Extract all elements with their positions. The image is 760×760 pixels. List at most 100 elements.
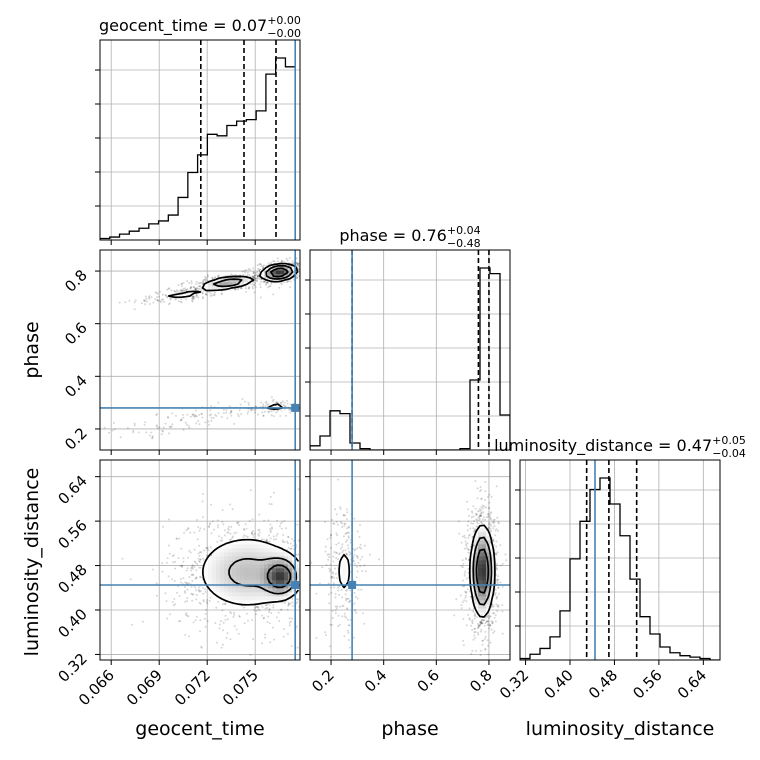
panel-phase-vs-geocent-time-sample-point — [167, 287, 170, 290]
panel-luminosity-distance-vs-phase-sample-point — [480, 622, 483, 625]
panel-luminosity-distance-vs-phase-density-cell — [342, 556, 347, 561]
panel-luminosity-distance-vs-phase-density-cell — [490, 584, 495, 589]
panel-phase-vs-geocent-time-sample-point — [161, 298, 164, 301]
panel-phase-vs-geocent-time-sample-point — [229, 412, 232, 415]
panel-luminosity-distance-vs-phase-sample-point — [479, 490, 481, 493]
panel-phase-vs-geocent-time-sample-point — [280, 260, 283, 262]
panel-luminosity-distance-vs-phase-sample-point — [330, 575, 333, 578]
panel-phase-vs-geocent-time-sample-point — [151, 437, 154, 440]
panel-luminosity-distance-vs-phase-sample-point — [495, 579, 498, 582]
panel-luminosity-distance-vs-phase-sample-point — [465, 544, 468, 547]
panel-luminosity-distance-vs-phase-sample-point — [334, 593, 337, 595]
panel-luminosity-distance-vs-geocent-time-sample-point — [266, 621, 269, 623]
panel-luminosity-distance-vs-phase-density-cell — [478, 572, 483, 577]
panel-phase-vs-geocent-time-sample-point — [179, 290, 182, 293]
panel-luminosity-distance-vs-geocent-time-sample-point — [268, 611, 270, 613]
panel-luminosity-distance-vs-geocent-time-sample-point — [282, 533, 285, 536]
panel-luminosity-distance-vs-phase-sample-point — [354, 596, 357, 598]
panel-luminosity-distance-vs-geocent-time-sample-point — [268, 622, 271, 625]
panel-luminosity-distance-vs-phase-density-cell — [478, 568, 483, 573]
panel-luminosity-distance-vs-geocent-time-sample-point — [184, 586, 186, 588]
panel-luminosity-distance-vs-geocent-time-density-cell — [264, 584, 269, 589]
panel-luminosity-distance-vs-phase-sample-point — [344, 615, 347, 618]
panel-phase-vs-geocent-time-sample-point — [264, 281, 266, 283]
panel-phase-vs-geocent-time-sample-point — [286, 402, 289, 405]
panel-phase-vs-geocent-time-density-cell — [176, 294, 181, 299]
panel-luminosity-distance-vs-phase-sample-point — [355, 612, 358, 615]
panel-luminosity-distance-vs-phase-sample-point — [356, 557, 359, 559]
panel-luminosity-distance-vs-phase-sample-point — [479, 514, 482, 517]
panel-luminosity-distance-vs-phase-sample-point — [471, 628, 474, 631]
panel-luminosity-distance-vs-geocent-time-density-cell — [260, 576, 265, 581]
panel-luminosity-distance-vs-geocent-time-density-cell — [224, 572, 229, 577]
panel-luminosity-distance-vs-phase-density-cell — [490, 552, 495, 557]
panel-luminosity-distance-vs-geocent-time-sample-point — [273, 638, 275, 641]
panel-phase-vs-geocent-time-sample-point — [150, 431, 153, 434]
panel-phase-vs-geocent-time-sample-point — [217, 412, 220, 415]
panel-luminosity-distance-vs-geocent-time-sample-point — [283, 519, 286, 522]
panel-luminosity-distance-vs-phase-sample-point — [346, 588, 348, 591]
panel-phase-vs-geocent-time-sample-point — [242, 274, 245, 276]
panel-luminosity-distance-vs-phase-sample-point — [353, 517, 356, 520]
panel-luminosity-distance-vs-geocent-time-sample-point — [283, 601, 286, 604]
panel-luminosity-distance-vs-phase-density-cell — [482, 568, 487, 573]
panel-luminosity-distance-vs-geocent-time-sample-point — [190, 569, 193, 572]
panel-phase-vs-geocent-time-sample-point — [266, 281, 269, 284]
panel-luminosity-distance-vs-phase-density-cell — [478, 564, 483, 569]
panel-luminosity-distance-vs-phase-sample-point — [497, 521, 500, 524]
panel-phase-vs-geocent-time-sample-point — [241, 398, 244, 400]
panel-luminosity-distance-vs-geocent-time-sample-point — [202, 599, 205, 601]
panel-phase-vs-geocent-time-sample-point — [195, 283, 198, 286]
panel-phase-vs-geocent-time-sample-point — [255, 273, 258, 276]
panel-phase-vs-geocent-time-sample-point — [214, 413, 217, 416]
panel-phase-vs-geocent-time-sample-point — [180, 301, 183, 304]
panel-phase-vs-geocent-time-sample-point — [236, 413, 239, 416]
panel-phase-vs-geocent-time-density-cell — [228, 278, 233, 283]
panel-phase-vs-geocent-time-sample-point — [175, 289, 178, 292]
panel-phase-vs-geocent-time-sample-point — [118, 301, 121, 304]
panel-luminosity-distance-vs-geocent-time-density-cell — [252, 552, 257, 557]
panel-luminosity-distance-vs-geocent-time-sample-point — [238, 524, 240, 526]
panel-phase-vs-geocent-time-sample-point — [230, 273, 233, 276]
panel-luminosity-distance-vs-geocent-time-sample-point — [183, 590, 186, 593]
panel-phase-vs-geocent-time-sample-point — [185, 298, 188, 301]
panel-luminosity-distance-vs-geocent-time-density-cell — [292, 564, 297, 569]
panel-phase-vs-geocent-time-sample-point — [191, 414, 194, 417]
panel-luminosity-distance-vs-phase-density-cell — [490, 580, 495, 585]
panel-luminosity-distance-vs-geocent-time-density-cell — [236, 592, 241, 597]
panel-phase-vs-geocent-time-sample-point — [155, 424, 158, 427]
panel-luminosity-distance-vs-geocent-time-sample-point — [198, 560, 201, 563]
panel-luminosity-distance-vs-geocent-time-sample-point — [233, 613, 236, 616]
panel-phase-vs-geocent-time-sample-point — [292, 262, 295, 265]
panel-luminosity-distance-vs-phase-density-cell — [490, 560, 495, 565]
panel-phase-vs-geocent-time-sample-point — [158, 295, 160, 298]
panel-luminosity-distance-vs-geocent-time-sample-point — [181, 565, 184, 567]
title-geocent-time-lead: geocent_time = 0.07 — [99, 16, 267, 36]
panel-phase-vs-geocent-time-sample-point — [156, 292, 159, 295]
panel-luminosity-distance-vs-geocent-time-density-cell — [252, 540, 257, 545]
panel-luminosity-distance-vs-geocent-time-sample-point — [206, 547, 209, 549]
panel-luminosity-distance-vs-geocent-time-sample-point — [231, 536, 234, 539]
panel-luminosity-distance-vs-phase-sample-point — [336, 534, 339, 537]
panel-phase-vs-geocent-time-sample-point — [159, 300, 162, 302]
panel-luminosity-distance-vs-phase-sample-point — [479, 515, 482, 518]
x-axis-label-geocent-time: geocent_time — [135, 718, 264, 740]
panel-phase-vs-geocent-time-sample-point — [202, 278, 205, 281]
panel-luminosity-distance-vs-phase-density-cell — [478, 584, 483, 589]
panel-phase-vs-geocent-time-sample-point — [243, 270, 246, 272]
panel-luminosity-distance-vs-geocent-time-sample-point — [242, 536, 245, 539]
panel-luminosity-distance-vs-geocent-time-sample-point — [191, 599, 194, 602]
panel-luminosity-distance-vs-geocent-time-sample-point — [243, 534, 246, 537]
panel-luminosity-distance-vs-geocent-time-sample-point — [230, 538, 233, 541]
panel-phase-vs-geocent-time-sample-point — [217, 275, 219, 278]
panel-luminosity-distance-vs-geocent-time-density — [204, 540, 300, 605]
panel-luminosity-distance-vs-phase-sample-point — [466, 542, 469, 545]
panel-phase-vs-geocent-time-sample-point — [145, 431, 148, 434]
panel-luminosity-distance-vs-phase-density-cell — [482, 540, 487, 545]
panel-luminosity-distance-vs-phase-sample-point — [479, 623, 482, 626]
panel-phase-vs-geocent-time-sample-point — [204, 292, 207, 295]
panel-luminosity-distance-vs-phase-sample-point — [475, 649, 477, 652]
panel-luminosity-distance-vs-geocent-time-density-cell — [228, 568, 233, 573]
panel-luminosity-distance-vs-phase-sample-point — [475, 525, 478, 528]
panel-luminosity-distance-vs-geocent-time-sample-point — [272, 604, 275, 607]
